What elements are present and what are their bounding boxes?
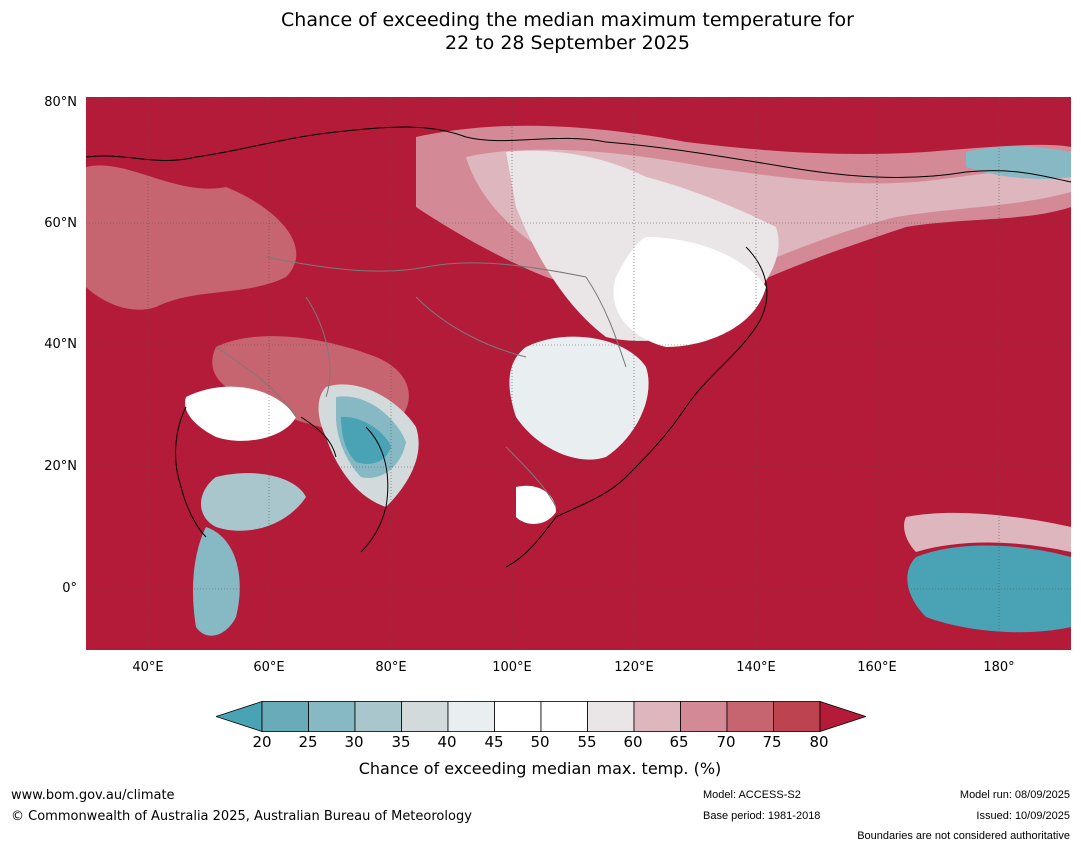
colorbar-segment [773, 701, 821, 732]
colorbar-tick-45: 45 [484, 733, 504, 751]
lon-label-180: 180° [983, 660, 1015, 675]
colorbar-tick-80: 80 [809, 733, 829, 751]
copyright-notice: © Commonwealth of Australia 2025, Austra… [11, 809, 472, 824]
base-period: Base period: 1981-2018 [703, 810, 821, 822]
colorbar-tick-20: 20 [252, 733, 272, 751]
colorbar-segment [680, 701, 728, 732]
colorbar-tick-75: 75 [762, 733, 782, 751]
region-50-mongolia-china [613, 237, 766, 347]
website-link[interactable]: www.bom.gov.au/climate [11, 788, 175, 803]
issued-date: Issued: 10/09/2025 [976, 810, 1070, 822]
lat-label-20n: 20°N [44, 459, 77, 474]
colorbar-tick-55: 55 [577, 733, 597, 751]
lon-label-80e: 80°E [375, 660, 407, 675]
colorbar-tick-35: 35 [391, 733, 411, 751]
colorbar-tick-70: 70 [716, 733, 736, 751]
region-20-30-india-core [341, 416, 391, 464]
region-below-median-indian-ocean [193, 527, 240, 636]
model-name: Model: ACCESS-S2 [703, 789, 801, 801]
model-run-date: Model run: 08/09/2025 [959, 789, 1070, 801]
country-borders [215, 256, 627, 508]
forecast-map [86, 97, 1071, 650]
colorbar-tick-30: 30 [344, 733, 364, 751]
title-line-1: Chance of exceeding the median maximum t… [281, 9, 854, 31]
region-65-70-northwest [86, 165, 297, 310]
colorbar-segment [308, 701, 356, 732]
region-55-iran [185, 386, 296, 441]
colorbar-arrow-high [819, 701, 866, 732]
colorbar-tick-25: 25 [298, 733, 318, 751]
colorbar-segment [447, 701, 495, 732]
colorbar [216, 701, 866, 732]
colorbar-arrow-low [216, 701, 263, 732]
colorbar-tick-60: 60 [623, 733, 643, 751]
colorbar-segment [494, 701, 542, 732]
lon-label-140e: 140°E [736, 660, 776, 675]
lon-label-100e: 100°E [492, 660, 532, 675]
lon-label-60e: 60°E [253, 660, 285, 675]
colorbar-segment [354, 701, 402, 732]
lon-label-120e: 120°E [614, 660, 654, 675]
colorbar-tick-40: 40 [437, 733, 457, 751]
region-below-median-arabian-sea [201, 473, 306, 531]
lat-label-60n: 60°N [44, 216, 77, 231]
colorbar-tick-50: 50 [530, 733, 550, 751]
region-45-55-east-china [509, 336, 649, 460]
lat-label-0: 0° [62, 581, 77, 596]
colorbar-label: Chance of exceeding median max. temp. (%… [358, 759, 722, 778]
region-45-south-china-sea [516, 485, 556, 524]
title-line-2: 22 to 28 September 2025 [445, 32, 690, 54]
colorbar-tick-65: 65 [669, 733, 689, 751]
colorbar-segment [726, 701, 774, 732]
boundaries-disclaimer: Boundaries are not considered authoritat… [857, 830, 1070, 842]
colorbar-segment [401, 701, 449, 732]
map-title: Chance of exceeding the median maximum t… [0, 9, 1081, 55]
lat-label-40n: 40°N [44, 337, 77, 352]
map-graticule [86, 97, 1071, 650]
colorbar-segment [587, 701, 635, 732]
region-60-70-pacific [904, 512, 1071, 552]
colorbar-segment [261, 701, 309, 732]
coastline-asia [86, 126, 1071, 568]
lon-label-160e: 160°E [857, 660, 897, 675]
colorbar-segment [540, 701, 588, 732]
colorbar-segment [633, 701, 681, 732]
lon-label-40e: 40°E [132, 660, 164, 675]
lat-label-80n: 80°N [44, 95, 77, 110]
